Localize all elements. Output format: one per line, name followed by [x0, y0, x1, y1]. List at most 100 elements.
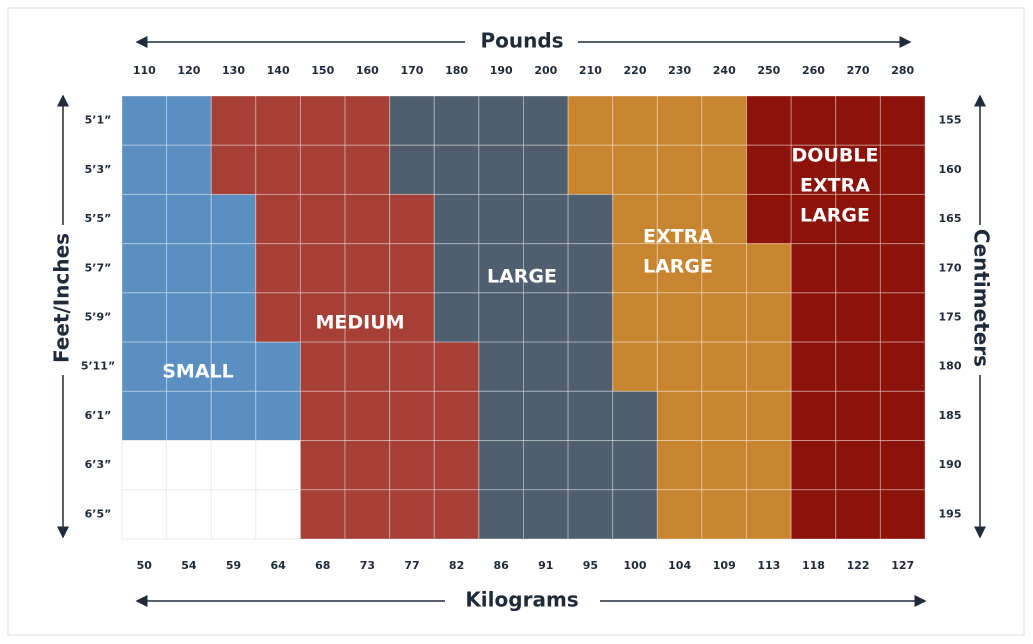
kilograms-label: 77 [404, 559, 419, 572]
grid-cell [612, 489, 658, 540]
grid-cell [389, 144, 435, 195]
grid-cell [523, 292, 569, 343]
grid-cell [656, 193, 703, 245]
height-label: 5’5” [85, 212, 112, 225]
grid-cell [567, 292, 614, 343]
grid-cell [567, 440, 614, 491]
height-label: 5’1” [85, 114, 112, 127]
height-label: 5’3” [85, 163, 112, 176]
cm-label: 195 [939, 507, 962, 520]
grid-cell [478, 440, 524, 491]
grid-cell [433, 95, 480, 146]
grid-cell [255, 489, 301, 540]
grid-cell [701, 489, 748, 540]
pounds-label: 180 [445, 64, 468, 77]
grid-cell [746, 390, 792, 442]
grid-cell [746, 243, 792, 294]
grid-cell [835, 489, 881, 540]
grid-cell [701, 193, 748, 245]
grid-cell [567, 243, 614, 294]
grid-cell [433, 341, 480, 392]
grid-cell [210, 341, 257, 392]
grid-cell [656, 95, 703, 146]
grid-cell [344, 243, 391, 294]
grid-cell [255, 243, 301, 294]
grid-cell [879, 341, 926, 392]
grid-cell [478, 193, 524, 245]
grid-cell [210, 489, 257, 540]
grid-cell [433, 292, 480, 343]
grid-cell [344, 144, 391, 195]
grid-cell [255, 292, 301, 343]
kilograms-label: 118 [802, 559, 825, 572]
grid-cell [612, 440, 658, 491]
grid-cell [790, 390, 837, 442]
grid-cell [746, 193, 792, 245]
grid-cell [612, 144, 658, 195]
grid-cell [121, 489, 168, 540]
cm-title: Centimeters [970, 229, 994, 367]
grid-cell [210, 292, 257, 343]
size-label: LARGE [800, 205, 870, 227]
pounds-label: 230 [668, 64, 691, 77]
grid-cell [166, 243, 212, 294]
grid-cell [433, 440, 480, 491]
kilograms-label: 100 [624, 559, 647, 572]
grid-cell [835, 341, 881, 392]
grid-cell [478, 341, 524, 392]
grid-cell [166, 292, 212, 343]
kilograms-label: 113 [757, 559, 780, 572]
cm-label: 170 [939, 261, 962, 274]
grid-cell [344, 193, 391, 245]
cm-label: 190 [939, 458, 962, 471]
grid-cell [701, 390, 748, 442]
grid-cell [790, 243, 837, 294]
kilograms-label: 127 [891, 559, 914, 572]
grid-cell [389, 390, 435, 442]
grid-cell [478, 489, 524, 540]
kilograms-label: 54 [181, 559, 197, 572]
grid-cell [299, 193, 346, 245]
pounds-title: Pounds [480, 29, 563, 53]
kilograms-label: 59 [226, 559, 241, 572]
grid-cell [701, 440, 748, 491]
kilograms-label: 82 [449, 559, 464, 572]
grid-cell [790, 341, 837, 392]
grid-cell [879, 292, 926, 343]
grid-cell [835, 243, 881, 294]
grid-cell [478, 144, 524, 195]
grid-cell [344, 390, 391, 442]
grid-cell [523, 440, 569, 491]
grid-cell [166, 144, 212, 195]
grid-cell [389, 95, 435, 146]
grid-cell [835, 193, 881, 245]
pounds-label: 130 [222, 64, 245, 77]
grid-cell [656, 440, 703, 491]
grid-cell [612, 95, 658, 146]
kilograms-label: 122 [847, 559, 870, 572]
grid-cell [879, 243, 926, 294]
grid-cell [835, 390, 881, 442]
grid-cell [433, 243, 480, 294]
grid-cell [121, 292, 168, 343]
grid-cell [389, 292, 435, 343]
height-title: Feet/Inches [50, 233, 74, 363]
kilograms-label: 95 [583, 559, 598, 572]
pounds-label: 240 [713, 64, 736, 77]
kilograms-label: 104 [668, 559, 691, 572]
pounds-label: 280 [891, 64, 914, 77]
grid-cell [210, 243, 257, 294]
grid-cell [523, 144, 569, 195]
pounds-label: 210 [579, 64, 602, 77]
grid-cell [523, 390, 569, 442]
grid-cell [121, 440, 168, 491]
kilograms-label: 109 [713, 559, 736, 572]
grid-cell [656, 292, 703, 343]
grid-cell [879, 193, 926, 245]
pounds-label: 190 [490, 64, 513, 77]
grid-cell [433, 193, 480, 245]
height-label: 6’3” [85, 458, 112, 471]
grid-cell [166, 489, 212, 540]
height-label: 5’9” [85, 311, 112, 324]
